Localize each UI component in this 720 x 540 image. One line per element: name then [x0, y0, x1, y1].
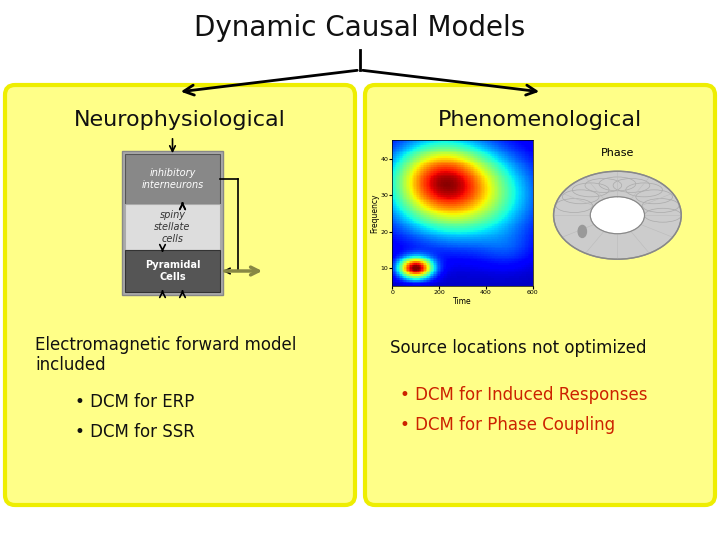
- Ellipse shape: [554, 171, 681, 259]
- Text: Phase: Phase: [600, 148, 634, 158]
- Text: Neurophysiological: Neurophysiological: [74, 110, 286, 130]
- Text: • DCM for ERP: • DCM for ERP: [75, 393, 194, 411]
- Text: Phenomenological: Phenomenological: [438, 110, 642, 130]
- Bar: [125, 250, 220, 292]
- Y-axis label: Frequency: Frequency: [370, 193, 379, 233]
- Text: • DCM for Induced Responses: • DCM for Induced Responses: [400, 386, 647, 404]
- Text: Source locations not optimized: Source locations not optimized: [390, 339, 647, 357]
- FancyBboxPatch shape: [5, 85, 355, 505]
- Text: Pyramidal
Cells: Pyramidal Cells: [145, 260, 200, 282]
- Bar: [125, 204, 220, 250]
- Text: Electromagnetic forward model: Electromagnetic forward model: [35, 336, 297, 354]
- Text: • DCM for Phase Coupling: • DCM for Phase Coupling: [400, 416, 615, 434]
- Ellipse shape: [590, 197, 644, 234]
- Bar: [125, 154, 220, 204]
- FancyBboxPatch shape: [365, 85, 715, 505]
- Text: included: included: [35, 356, 106, 374]
- Text: inhibitory
interneurons: inhibitory interneurons: [141, 168, 204, 190]
- Text: spiny
stellate
cells: spiny stellate cells: [154, 211, 191, 244]
- Bar: [122, 151, 223, 295]
- Text: Dynamic Causal Models: Dynamic Causal Models: [194, 14, 526, 42]
- X-axis label: Time: Time: [454, 297, 472, 306]
- Text: • DCM for SSR: • DCM for SSR: [75, 423, 195, 441]
- Circle shape: [578, 225, 587, 238]
